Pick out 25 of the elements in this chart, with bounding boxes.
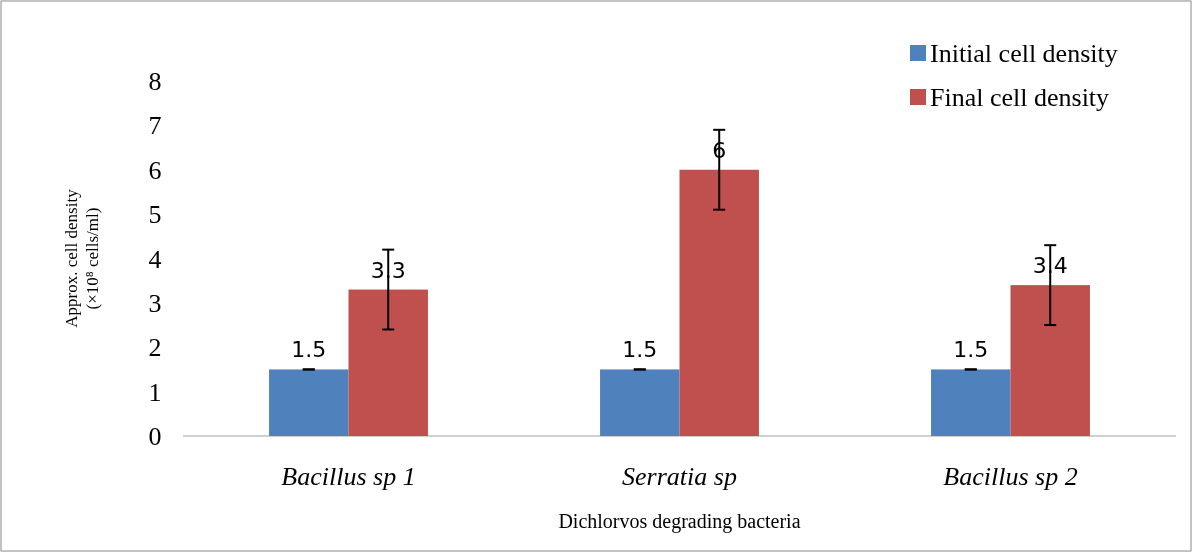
x-tick-label: Bacillus sp 1 bbox=[281, 462, 416, 491]
y-tick-label: 3 bbox=[148, 288, 162, 318]
y-tick-label: 1 bbox=[148, 377, 162, 407]
x-tick-label: Bacillus sp 2 bbox=[943, 462, 1078, 491]
data-label: 1.5 bbox=[622, 337, 658, 363]
bar bbox=[1010, 285, 1090, 436]
legend-label: Final cell density bbox=[930, 83, 1110, 113]
legend-label: Initial cell density bbox=[930, 39, 1118, 69]
bar bbox=[679, 169, 759, 436]
x-axis-title: Dichlorvos degrading bacteria bbox=[558, 510, 801, 533]
bar bbox=[348, 289, 428, 436]
data-label: 1.5 bbox=[291, 337, 327, 363]
x-tick-label: Serratia sp bbox=[622, 462, 737, 491]
y-tick-label: 4 bbox=[148, 244, 162, 274]
y-tick-label: 2 bbox=[148, 333, 162, 363]
y-tick-label: 0 bbox=[148, 422, 162, 452]
y-tick-label: 5 bbox=[148, 200, 162, 230]
bar bbox=[269, 369, 349, 436]
bar bbox=[600, 369, 680, 436]
y-tick-label: 6 bbox=[148, 155, 162, 185]
bar bbox=[931, 369, 1011, 436]
y-tick-label: 7 bbox=[148, 111, 162, 141]
data-label: 1.5 bbox=[953, 337, 989, 363]
y-axis-title: Approx. cell density (×10⁸ cells/ml) bbox=[62, 188, 102, 328]
y-tick-label: 8 bbox=[148, 67, 162, 97]
